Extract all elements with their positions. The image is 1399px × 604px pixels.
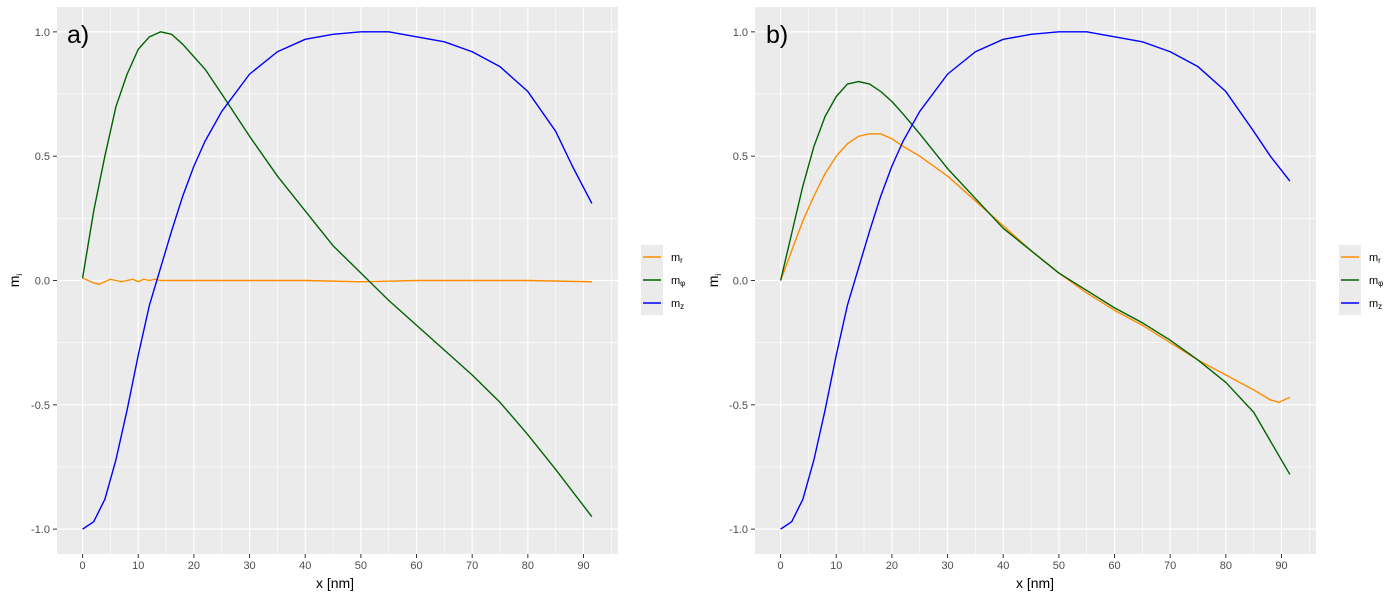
legend-label-subscript: r bbox=[680, 256, 683, 265]
x-tick-label: 70 bbox=[1164, 560, 1176, 572]
y-tick-label: 0.0 bbox=[733, 276, 748, 288]
series-line-mz bbox=[82, 31, 593, 530]
legend-label-mr: mr bbox=[1369, 252, 1381, 265]
legend-label-subscript: z bbox=[680, 302, 684, 311]
y-tick-label: 0.5 bbox=[35, 151, 50, 163]
panel-label: b) bbox=[766, 21, 788, 49]
chart-panel-b: 0 10 20 30 40 50 60 70 80 90 -1.0 -0.5 0.0 0.5 1.0 x [n… bbox=[705, 7, 1383, 591]
series-line-mφ bbox=[779, 80, 1291, 475]
y-tick-label: -0.5 bbox=[31, 400, 50, 412]
y-axis-title-subscript: i bbox=[714, 274, 723, 276]
y-tick-label: 1.0 bbox=[733, 27, 748, 39]
x-tick-label: 0 bbox=[80, 560, 86, 572]
x-tick-label: 40 bbox=[299, 560, 311, 572]
x-tick-label: 70 bbox=[466, 560, 478, 572]
legend-label-mr: mr bbox=[671, 252, 683, 265]
series-line-mφ bbox=[81, 31, 593, 518]
y-axis-title-base: m bbox=[6, 276, 22, 288]
legend-label-base: m bbox=[671, 298, 680, 310]
x-tick-label: 90 bbox=[577, 560, 589, 572]
x-tick-label: 30 bbox=[243, 560, 255, 572]
x-tick-label: 80 bbox=[522, 560, 534, 572]
x-tick-label: 50 bbox=[1053, 560, 1065, 572]
legend-label-subscript: z bbox=[1378, 302, 1382, 311]
legend-label-base: m bbox=[1369, 275, 1378, 287]
y-axis-title-subscript: i bbox=[15, 274, 24, 276]
legend-label-mz: mz bbox=[671, 298, 684, 311]
x-tick-label: 90 bbox=[1275, 560, 1287, 572]
x-axis-title: x [nm] bbox=[1016, 575, 1054, 591]
x-tick-label: 60 bbox=[1108, 560, 1120, 572]
y-tick-label: -1.0 bbox=[729, 524, 748, 536]
series-line-mz bbox=[780, 31, 1291, 530]
x-tick-label: 50 bbox=[355, 560, 367, 572]
x-tick-label: 0 bbox=[778, 560, 784, 572]
x-axis-title: x [nm] bbox=[316, 575, 354, 591]
legend-label-base: m bbox=[1369, 298, 1378, 310]
legend-label-subscript: φ bbox=[680, 279, 685, 288]
legend-label-mφ: mφ bbox=[671, 275, 685, 288]
y-axis-title-base: m bbox=[705, 276, 721, 288]
legend-label-mφ: mφ bbox=[1369, 275, 1383, 288]
x-tick-label: 40 bbox=[997, 560, 1009, 572]
legend-label-subscript: φ bbox=[1378, 279, 1383, 288]
y-tick-label: 1.0 bbox=[35, 27, 50, 39]
x-tick-label: 30 bbox=[941, 560, 953, 572]
y-axis-title: mi bbox=[6, 274, 24, 288]
y-tick-label: 0.0 bbox=[35, 276, 50, 288]
series-line-mr bbox=[779, 133, 1291, 404]
legend-label-base: m bbox=[1369, 252, 1378, 264]
x-tick-label: 10 bbox=[830, 560, 842, 572]
legend-label-base: m bbox=[671, 275, 680, 287]
legend-label-subscript: r bbox=[1378, 256, 1381, 265]
chart-panel-a: 0 10 20 30 40 50 60 70 80 90 -1.0 -0.5 0.0 0.5 1.0 x [n… bbox=[6, 7, 685, 591]
x-tick-label: 20 bbox=[188, 560, 200, 572]
panel-label: a) bbox=[67, 21, 89, 49]
y-tick-label: 0.5 bbox=[733, 151, 748, 163]
y-tick-label: -0.5 bbox=[729, 400, 748, 412]
x-tick-label: 60 bbox=[410, 560, 422, 572]
y-axis-title: mi bbox=[705, 274, 723, 288]
legend-label-base: m bbox=[671, 252, 680, 264]
legend-label-mz: mz bbox=[1369, 298, 1382, 311]
x-tick-label: 10 bbox=[132, 560, 144, 572]
y-tick-label: -1.0 bbox=[31, 524, 50, 536]
x-tick-label: 80 bbox=[1220, 560, 1232, 572]
x-tick-label: 20 bbox=[886, 560, 898, 572]
